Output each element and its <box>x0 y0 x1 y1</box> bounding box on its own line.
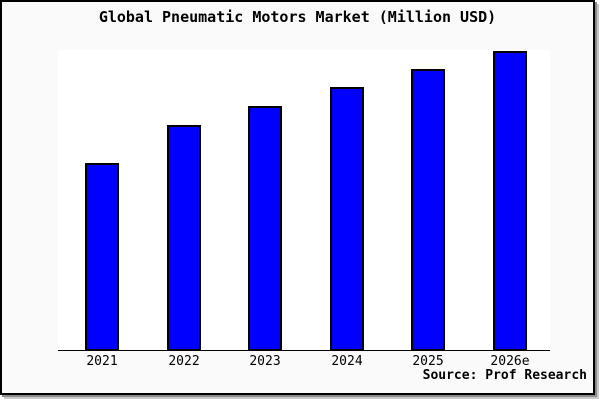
bar-2024 <box>330 87 364 351</box>
bar-2025 <box>411 69 445 351</box>
chart-title: Global Pneumatic Motors Market (Million … <box>98 8 497 26</box>
x-axis-labels: 2021 2022 2023 2024 2025 2026e <box>58 354 550 370</box>
plot-area <box>58 50 550 351</box>
x-tick-label-2022: 2022 <box>168 354 200 369</box>
bar-2023 <box>248 106 282 351</box>
bar-2021 <box>85 163 119 351</box>
chart-frame: Global Pneumatic Motors Market (Million … <box>0 0 595 395</box>
x-tick-label-2021: 2021 <box>86 354 118 369</box>
bar-2022 <box>167 125 201 351</box>
x-tick-label-2024: 2024 <box>331 354 363 369</box>
x-tick-label-2026e: 2026e <box>490 354 530 369</box>
x-tick-label-2023: 2023 <box>249 354 281 369</box>
source-credit: Source: Prof Research <box>422 368 587 383</box>
bar-2026e <box>493 51 527 351</box>
x-axis-line <box>58 350 550 351</box>
x-tick-label-2025: 2025 <box>412 354 444 369</box>
